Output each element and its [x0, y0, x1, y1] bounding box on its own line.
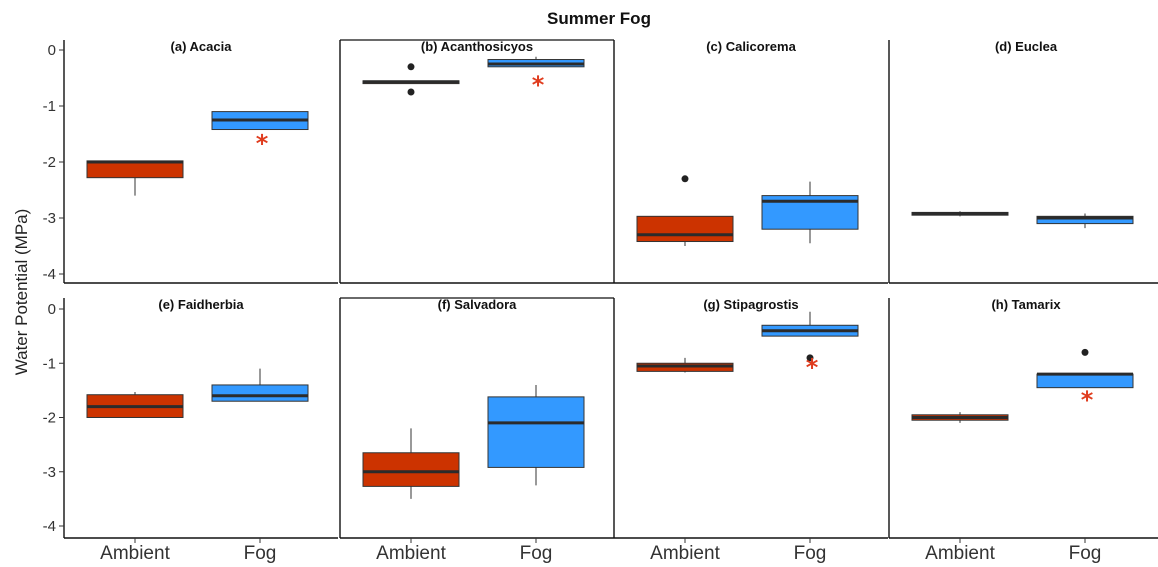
significance-star: * [1081, 386, 1094, 414]
facet-panel: (f) Salvadora Ambient Fog [339, 297, 614, 564]
facet-title: (h) Tamarix [991, 297, 1061, 312]
x-tick-label: Fog [244, 543, 277, 564]
chart-title: Summer Fog [547, 9, 651, 28]
x-tick-label: Ambient [100, 543, 170, 564]
facet-panel: (g) Stipagrostis * Ambient Fog [613, 297, 888, 564]
facet-title: (d) Euclea [995, 39, 1058, 54]
y-tick-label: -2 [43, 154, 56, 171]
outlier-point [407, 88, 415, 96]
x-tick-label: Ambient [650, 543, 720, 564]
facet-panel: (d) Euclea [888, 39, 1158, 284]
y-tick-label: -1 [43, 98, 56, 115]
facet-panel: 0 -1 -2 -3 -4 (e) Faidherbia Ambient Fog [43, 297, 338, 564]
facet-title: (a) Acacia [171, 39, 233, 54]
y-tick-label: -1 [43, 355, 56, 372]
outlier-point [1081, 348, 1089, 356]
box-ambient [636, 215, 734, 243]
facet-title: (g) Stipagrostis [703, 297, 798, 312]
box-fog [1036, 215, 1134, 225]
significance-star: * [532, 71, 545, 99]
facet-panel: (c) Calicorema [613, 39, 888, 284]
facet-panel: (h) Tamarix * Ambient Fog [888, 297, 1158, 564]
x-tick-label: Ambient [925, 543, 995, 564]
outlier-point [407, 63, 415, 71]
box-ambient [362, 452, 460, 487]
significance-star: * [256, 130, 269, 158]
x-tick-label: Fog [794, 543, 827, 564]
x-tick-label: Ambient [376, 543, 446, 564]
y-tick-label: -3 [43, 210, 56, 227]
facet-panel: (b) Acanthosicyos * [339, 39, 614, 284]
y-tick-label: 0 [48, 42, 56, 59]
facet-panel: 0 -1 -2 -3 -4 (a) Acacia * [43, 39, 338, 284]
significance-star: * [806, 353, 819, 381]
outlier-point [806, 354, 814, 362]
outlier-point [681, 175, 689, 183]
facet-title: (f) Salvadora [438, 297, 518, 312]
plot-area: 0 -1 -2 -3 -4 (a) Acacia * (b) Acanthosicyos * (c… [43, 39, 1158, 564]
y-tick-label: -4 [43, 518, 56, 535]
x-tick-label: Fog [1069, 543, 1102, 564]
box-fog [487, 396, 585, 468]
y-axis-label: Water Potential (MPa) [12, 209, 31, 376]
x-tick-label: Fog [520, 543, 553, 564]
facet-title: (e) Faidherbia [158, 297, 244, 312]
y-tick-label: 0 [48, 301, 56, 318]
box-fog [211, 384, 309, 402]
y-tick-label: -3 [43, 464, 56, 481]
y-tick-label: -4 [43, 266, 56, 283]
y-tick-label: -2 [43, 410, 56, 427]
facet-title: (b) Acanthosicyos [421, 39, 533, 54]
facet-title: (c) Calicorema [706, 39, 796, 54]
